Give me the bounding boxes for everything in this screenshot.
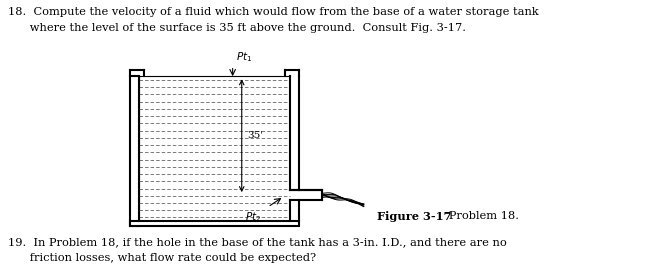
Text: Figure 3-17: Figure 3-17 (377, 211, 451, 222)
Text: $\it{Pt}_1$: $\it{Pt}_1$ (236, 51, 252, 64)
Bar (130, 76, 139, 226)
Text: Problem 18.: Problem 18. (438, 211, 519, 221)
Text: $\it{Pt}_2$: $\it{Pt}_2$ (245, 210, 261, 224)
Text: friction losses, what flow rate could be expected?: friction losses, what flow rate could be… (8, 253, 316, 263)
Text: where the level of the surface is 35 ft above the ground.  Consult Fig. 3-17.: where the level of the surface is 35 ft … (8, 23, 466, 33)
Text: 19.  In Problem 18, if the hole in the base of the tank has a 3-in. I.D., and th: 19. In Problem 18, if the hole in the ba… (8, 237, 506, 247)
Bar (130, 221, 299, 226)
Text: 35': 35' (247, 131, 263, 140)
Text: 18.  Compute the velocity of a fluid which would flow from the base of a water s: 18. Compute the velocity of a fluid whic… (8, 7, 539, 17)
